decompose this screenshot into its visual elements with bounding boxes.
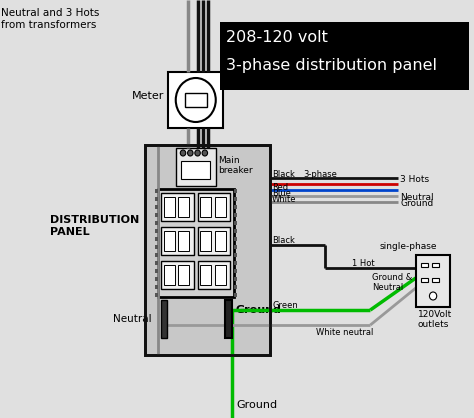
Circle shape — [429, 292, 437, 300]
Text: 208-120 volt: 208-120 volt — [226, 30, 328, 45]
Text: White neutral: White neutral — [316, 328, 373, 337]
Circle shape — [195, 150, 201, 156]
Text: Ground: Ground — [237, 400, 278, 410]
Bar — [234, 229, 237, 233]
Bar — [234, 205, 237, 209]
Text: Neutral and 3 Hots
from transformers: Neutral and 3 Hots from transformers — [1, 8, 100, 30]
Bar — [157, 189, 234, 297]
Text: Meter: Meter — [132, 91, 164, 101]
Bar — [164, 231, 175, 251]
Bar — [234, 189, 237, 193]
Text: Neutral: Neutral — [113, 314, 152, 324]
Bar — [201, 265, 211, 285]
Bar — [225, 300, 232, 338]
Bar — [421, 263, 428, 267]
Bar — [155, 293, 157, 297]
Bar — [168, 72, 223, 128]
Bar — [161, 193, 194, 221]
Bar — [234, 285, 237, 289]
Bar — [155, 221, 157, 225]
Text: Ground: Ground — [401, 199, 434, 209]
Text: Ground &
Neutral: Ground & Neutral — [372, 273, 412, 293]
Text: Black: Black — [272, 236, 295, 245]
Bar — [145, 145, 270, 355]
Bar — [201, 231, 211, 251]
Bar — [155, 189, 157, 193]
Bar — [416, 255, 450, 307]
Text: Blue: Blue — [272, 189, 291, 198]
Text: Main
breaker: Main breaker — [219, 156, 253, 176]
Bar — [155, 229, 157, 233]
Bar — [234, 197, 237, 201]
Circle shape — [188, 150, 193, 156]
Text: 3 Hots: 3 Hots — [401, 176, 429, 184]
Bar — [215, 265, 226, 285]
Circle shape — [176, 78, 216, 122]
Bar — [234, 293, 237, 297]
Text: White: White — [272, 195, 297, 204]
Text: Ground: Ground — [236, 305, 282, 315]
Bar — [432, 263, 438, 267]
Bar — [198, 261, 230, 289]
Bar — [161, 227, 194, 255]
Bar — [234, 237, 237, 241]
Bar — [185, 93, 207, 107]
Bar — [155, 285, 157, 289]
Text: DISTRIBUTION
PANEL: DISTRIBUTION PANEL — [50, 215, 139, 237]
Bar — [234, 253, 237, 257]
Bar — [145, 145, 270, 355]
Bar — [155, 237, 157, 241]
Bar — [161, 300, 167, 338]
Bar — [201, 197, 211, 217]
Bar — [234, 213, 237, 217]
Bar — [234, 221, 237, 225]
Text: Red: Red — [272, 183, 288, 192]
Bar — [198, 193, 230, 221]
Text: 120Volt
outlets: 120Volt outlets — [418, 310, 452, 329]
Bar — [155, 269, 157, 273]
Bar — [234, 261, 237, 265]
Bar — [155, 197, 157, 201]
Text: 3-phase distribution panel: 3-phase distribution panel — [226, 58, 437, 73]
Text: Green: Green — [272, 301, 298, 310]
Bar — [234, 269, 237, 273]
Bar — [164, 265, 175, 285]
Text: single-phase: single-phase — [379, 242, 437, 251]
Text: Neutral: Neutral — [401, 194, 434, 202]
Bar — [155, 261, 157, 265]
Bar — [220, 22, 468, 90]
Bar — [179, 197, 190, 217]
Bar — [181, 161, 210, 179]
Bar — [215, 197, 226, 217]
Text: 3-phase: 3-phase — [303, 170, 337, 179]
Text: Black: Black — [272, 170, 295, 179]
Bar — [215, 231, 226, 251]
Circle shape — [202, 150, 208, 156]
Text: 1 Hot: 1 Hot — [352, 259, 375, 268]
Bar — [155, 277, 157, 281]
Circle shape — [180, 150, 186, 156]
Bar — [155, 253, 157, 257]
Bar — [234, 245, 237, 249]
Bar — [176, 148, 216, 186]
Bar — [421, 278, 428, 282]
Bar — [198, 227, 230, 255]
Bar — [155, 245, 157, 249]
Bar — [179, 231, 190, 251]
Bar — [164, 197, 175, 217]
Bar — [155, 213, 157, 217]
Bar — [432, 278, 438, 282]
Bar — [155, 205, 157, 209]
Bar — [161, 261, 194, 289]
Bar — [179, 265, 190, 285]
Bar — [234, 277, 237, 281]
